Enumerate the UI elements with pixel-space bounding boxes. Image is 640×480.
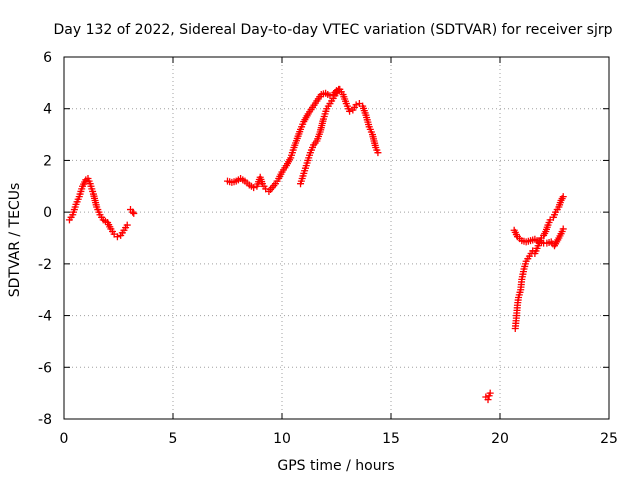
y-tick-label: -4 bbox=[38, 309, 52, 325]
grid-lines bbox=[64, 57, 609, 419]
x-axis-label: GPS time / hours bbox=[277, 458, 394, 474]
data-point bbox=[130, 209, 138, 217]
data-point bbox=[113, 233, 121, 241]
data-point bbox=[346, 107, 354, 115]
data-points bbox=[65, 85, 567, 404]
data-point bbox=[486, 389, 494, 397]
y-tick-label: -6 bbox=[38, 360, 52, 376]
chart-title: Day 132 of 2022, Sidereal Day-to-day VTE… bbox=[53, 22, 612, 38]
data-point bbox=[559, 225, 567, 233]
y-tick-label: -8 bbox=[38, 412, 52, 428]
x-tick-label: 15 bbox=[382, 431, 400, 447]
data-point bbox=[129, 208, 137, 216]
y-tick-label: 4 bbox=[43, 102, 52, 118]
data-point bbox=[374, 149, 382, 157]
x-tick-label: 5 bbox=[169, 431, 178, 447]
plot-frame bbox=[63, 56, 610, 420]
x-tick-label: 0 bbox=[60, 431, 69, 447]
data-point bbox=[484, 396, 492, 404]
y-tick-label: 2 bbox=[43, 153, 52, 169]
data-point bbox=[352, 101, 360, 109]
data-point bbox=[250, 184, 258, 192]
y-tick-label: 6 bbox=[43, 50, 52, 66]
x-tick-label: 20 bbox=[491, 431, 509, 447]
axis-ticks: 0 5 10 15 20 25 -8 -6 -4 -2 0 2 4 6 bbox=[38, 50, 618, 447]
data-point bbox=[123, 221, 131, 229]
y-tick-label: -2 bbox=[38, 257, 52, 273]
y-tick-label: 0 bbox=[43, 205, 52, 221]
y-axis-label: SDTVAR / TECUs bbox=[7, 183, 23, 298]
data-point bbox=[335, 85, 343, 93]
data-point bbox=[559, 193, 567, 201]
x-tick-label: 25 bbox=[600, 431, 618, 447]
x-tick-label: 10 bbox=[273, 431, 291, 447]
